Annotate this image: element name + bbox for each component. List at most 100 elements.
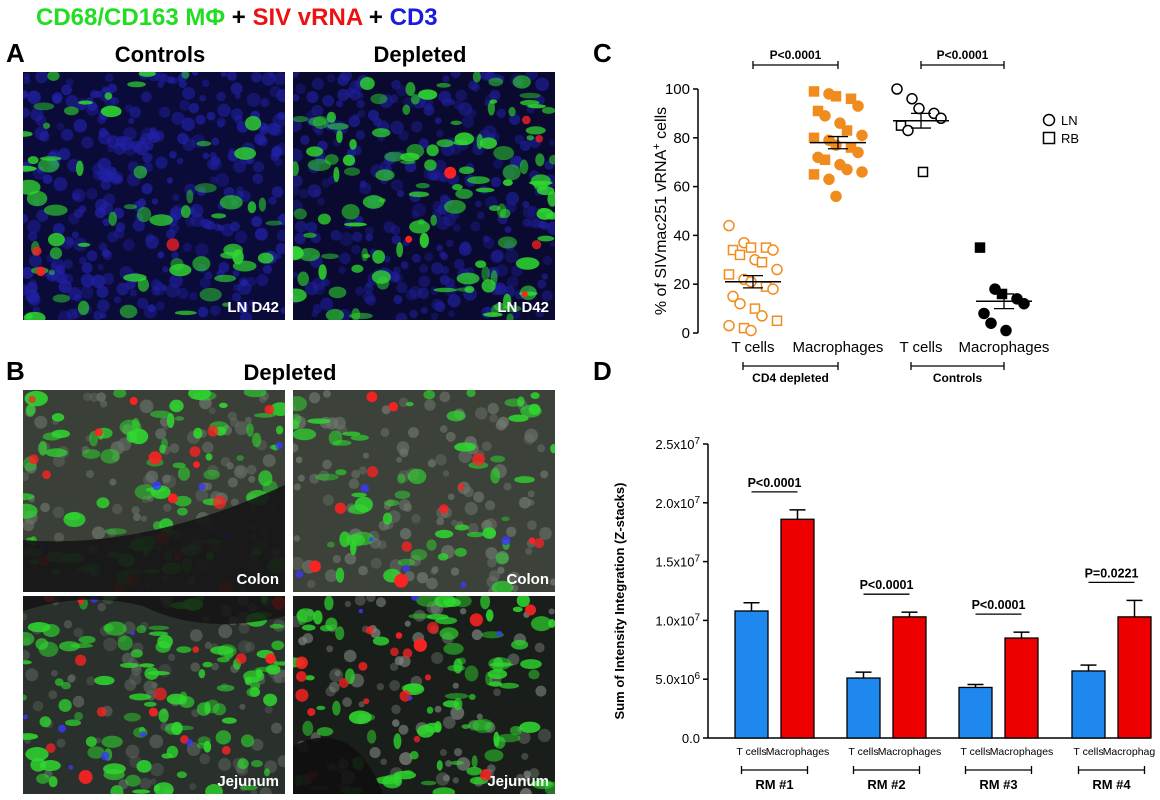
cell-nucleus <box>412 203 426 217</box>
cell-nucleus <box>293 199 303 214</box>
stain-sep-1: + <box>225 4 253 31</box>
cell-nucleus <box>227 411 237 421</box>
vrna-signal <box>444 166 457 179</box>
cell-nucleus <box>111 97 120 106</box>
panel-a-letter: A <box>6 38 25 68</box>
cell-nucleus <box>445 431 456 442</box>
macrophage-signal <box>435 529 454 539</box>
cell-nucleus <box>184 183 197 196</box>
macrophage-signal <box>485 671 493 686</box>
group-label: Controls <box>933 371 983 385</box>
cell-nucleus <box>312 189 320 197</box>
vrna-signal <box>413 638 428 652</box>
cell-nucleus <box>527 205 540 218</box>
y-axis-label: % of SIVmac251 vRNA+ cells <box>651 107 670 315</box>
y-tick-label: 1.5x107 <box>655 553 700 570</box>
macrophage-signal <box>214 274 237 283</box>
vrna-signal <box>405 235 413 243</box>
macrophage-signal <box>94 675 115 686</box>
macrophage-signal <box>205 453 213 461</box>
panel-a-controls-heading: Controls <box>114 42 206 67</box>
macrophage-signal <box>218 402 228 409</box>
macrophage-signal <box>25 747 49 762</box>
cd3-signal <box>358 608 363 614</box>
cell-nucleus <box>471 629 483 641</box>
vrna-signal <box>427 621 439 634</box>
cell-nucleus <box>182 86 195 100</box>
cell-nucleus <box>344 552 357 565</box>
macrophage-signal <box>454 547 467 557</box>
macrophage-signal <box>170 257 184 271</box>
vrna-signal <box>167 493 178 504</box>
cell-nucleus <box>535 77 550 92</box>
macrophage-signal <box>400 152 420 162</box>
macrophage-signal <box>186 189 194 204</box>
cell-nucleus <box>189 629 203 642</box>
cell-nucleus <box>52 506 65 519</box>
vrna-signal <box>413 735 421 743</box>
macrophage-signal <box>269 623 285 629</box>
cell-nucleus <box>157 251 165 258</box>
cell-nucleus <box>215 173 230 187</box>
macrophage-signal <box>466 531 484 538</box>
cd3-signal <box>407 695 413 701</box>
cell-nucleus <box>524 428 539 443</box>
vrna-signal <box>401 541 413 552</box>
data-point-circle <box>978 307 990 320</box>
data-point-circle <box>856 129 868 142</box>
cell-nucleus <box>278 669 285 678</box>
cell-nucleus <box>81 136 94 149</box>
cell-nucleus <box>440 266 450 275</box>
bar-t-cells <box>958 686 993 739</box>
vrna-signal <box>153 687 167 701</box>
cell-nucleus <box>316 197 325 206</box>
macrophage-signal <box>198 669 206 679</box>
cell-nucleus <box>23 284 29 296</box>
cell-nucleus <box>210 156 221 166</box>
macrophage-signal <box>133 165 148 179</box>
cell-nucleus <box>129 289 138 297</box>
cell-nucleus <box>383 255 391 263</box>
cell-nucleus <box>275 242 285 255</box>
cell-nucleus <box>271 145 283 157</box>
bar-label: Macrophages <box>1103 746 1155 758</box>
cell-nucleus <box>97 115 106 124</box>
cell-nucleus <box>540 470 549 479</box>
cell-nucleus <box>217 120 225 128</box>
cell-nucleus <box>431 651 444 665</box>
cell-nucleus <box>107 528 117 537</box>
cell-nucleus <box>104 73 114 83</box>
cell-nucleus <box>504 249 519 264</box>
macrophage-signal <box>174 416 185 421</box>
cell-nucleus <box>458 242 472 256</box>
macrophage-signal <box>305 675 315 681</box>
cell-nucleus <box>396 282 408 294</box>
cell-nucleus <box>430 567 438 575</box>
macrophage-signal <box>36 773 50 784</box>
macrophage-signal <box>85 736 97 747</box>
data-point-circle <box>902 124 914 137</box>
data-point-circle <box>771 263 783 276</box>
cell-nucleus <box>97 264 104 271</box>
macrophage-signal <box>393 733 402 750</box>
cell-nucleus <box>323 390 331 398</box>
cell-nucleus <box>332 554 342 564</box>
vrna-signal <box>531 240 542 250</box>
macrophage-signal <box>113 390 127 398</box>
cell-nucleus <box>379 94 394 109</box>
macrophage-signal <box>307 158 332 172</box>
y-tick-label: 40 <box>673 227 690 244</box>
cell-nucleus <box>80 285 94 299</box>
macrophage-signal <box>314 473 339 481</box>
cell-nucleus <box>293 72 300 78</box>
cell-nucleus <box>535 308 545 318</box>
micrograph-colon-2: Colon <box>293 390 555 592</box>
cell-nucleus <box>238 622 250 634</box>
cell-nucleus <box>168 653 176 662</box>
cell-nucleus <box>277 755 285 768</box>
cell-nucleus <box>481 72 493 81</box>
cell-nucleus <box>23 76 31 85</box>
cell-nucleus <box>178 79 187 89</box>
vrna-signal <box>296 671 307 682</box>
cell-nucleus <box>150 762 164 777</box>
